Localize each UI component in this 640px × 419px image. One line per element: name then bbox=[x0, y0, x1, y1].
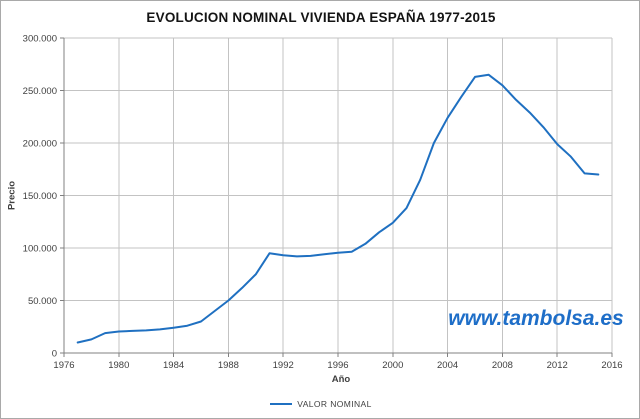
legend-series-label: VALOR NOMINAL bbox=[297, 398, 372, 409]
x-tick-label: 2012 bbox=[547, 360, 568, 371]
x-tick-label: 2000 bbox=[382, 360, 403, 371]
y-tick-label: 250.000 bbox=[23, 86, 57, 97]
x-tick-label: 1996 bbox=[327, 360, 348, 371]
y-tick-label: 200.000 bbox=[23, 139, 57, 150]
x-tick-label: 1984 bbox=[163, 360, 184, 371]
x-tick-label: 2016 bbox=[601, 360, 622, 371]
y-axis-title: Precio bbox=[6, 180, 18, 211]
y-tick-label: 300.000 bbox=[23, 34, 57, 45]
y-tick-label: 150.000 bbox=[23, 191, 57, 202]
chart-title: EVOLUCION NOMINAL VIVIENDA ESPAÑA 1977-2… bbox=[146, 10, 496, 25]
legend: VALOR NOMINAL bbox=[1, 397, 639, 410]
x-tick-label: 1988 bbox=[218, 360, 239, 371]
y-tick-label: 0 bbox=[52, 349, 57, 360]
y-tick-label: 50.000 bbox=[28, 296, 57, 307]
x-tick-label: 1976 bbox=[53, 360, 74, 371]
watermark-text: www.tambolsa.es bbox=[448, 307, 624, 330]
series-line-valor-nominal bbox=[76, 73, 600, 344]
y-tick-label: 100.000 bbox=[23, 244, 57, 255]
x-tick-label: 2008 bbox=[492, 360, 513, 371]
x-tick-label: 2004 bbox=[437, 360, 458, 371]
x-tick-label: 1980 bbox=[108, 360, 129, 371]
legend-line-marker bbox=[270, 402, 293, 405]
x-axis-title: Año bbox=[331, 374, 351, 385]
x-tick-label: 1992 bbox=[273, 360, 294, 371]
